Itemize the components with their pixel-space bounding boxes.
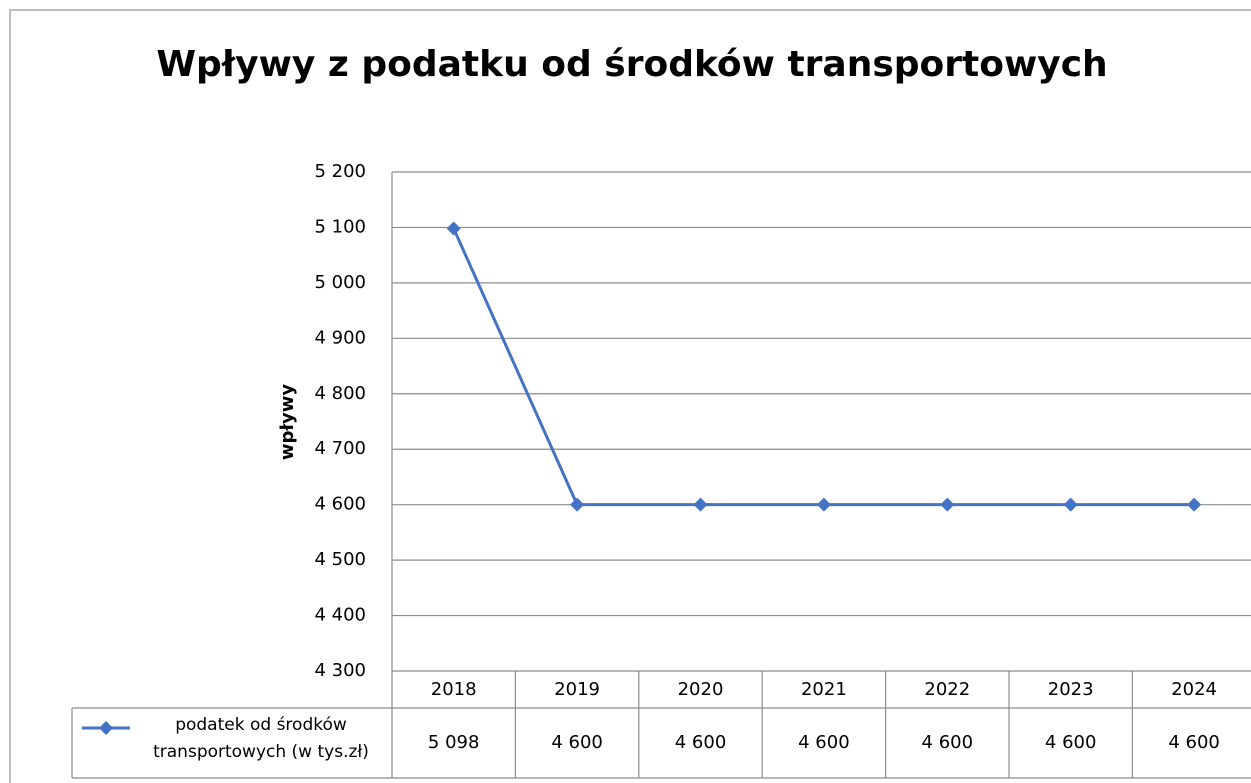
y-tick-label: 4 900 — [314, 327, 366, 348]
chart-title: Wpływy z podatku od środków transportowy… — [156, 44, 1107, 85]
marker — [570, 497, 585, 512]
marker — [1063, 497, 1078, 512]
chart-border — [9, 9, 1251, 783]
x-tick-label: 2024 — [1171, 679, 1217, 700]
legend-label-box: podatek od środków transportowych (w tys… — [153, 715, 369, 762]
y-tick-label: 4 300 — [314, 660, 366, 681]
y-tick-label: 5 100 — [314, 216, 366, 237]
y-tick-label: 4 500 — [314, 549, 366, 570]
table-value: 4 600 — [798, 732, 850, 753]
x-tick-label: 2023 — [1048, 679, 1094, 700]
table-value: 4 600 — [675, 732, 727, 753]
y-tick-label: 5 000 — [314, 272, 366, 293]
x-tick-label: 2018 — [431, 679, 477, 700]
y-tick-label: 4 800 — [314, 383, 366, 404]
marker — [693, 497, 708, 512]
legend-label: podatek od środków transportowych (w tys… — [153, 715, 369, 762]
marker — [1187, 497, 1202, 512]
y-axis-label: wpływy — [277, 384, 298, 461]
y-tick-label: 5 200 — [314, 161, 366, 182]
legend-marker — [99, 721, 113, 735]
table-value: 4 600 — [1168, 732, 1220, 753]
x-tick-label: 2019 — [554, 679, 600, 700]
y-tick-label: 4 400 — [314, 605, 366, 626]
y-tick-label: 4 600 — [314, 494, 366, 515]
table-value: 4 600 — [922, 732, 974, 753]
x-tick-label: 2020 — [678, 679, 724, 700]
marker — [940, 497, 955, 512]
table-value: 4 600 — [1045, 732, 1097, 753]
table-value: 5 098 — [428, 732, 480, 753]
marker — [446, 221, 461, 236]
x-tick-label: 2022 — [924, 679, 970, 700]
marker — [816, 497, 831, 512]
y-tick-label: 4 700 — [314, 438, 366, 459]
table-value: 4 600 — [551, 732, 603, 753]
x-tick-label: 2021 — [801, 679, 847, 700]
